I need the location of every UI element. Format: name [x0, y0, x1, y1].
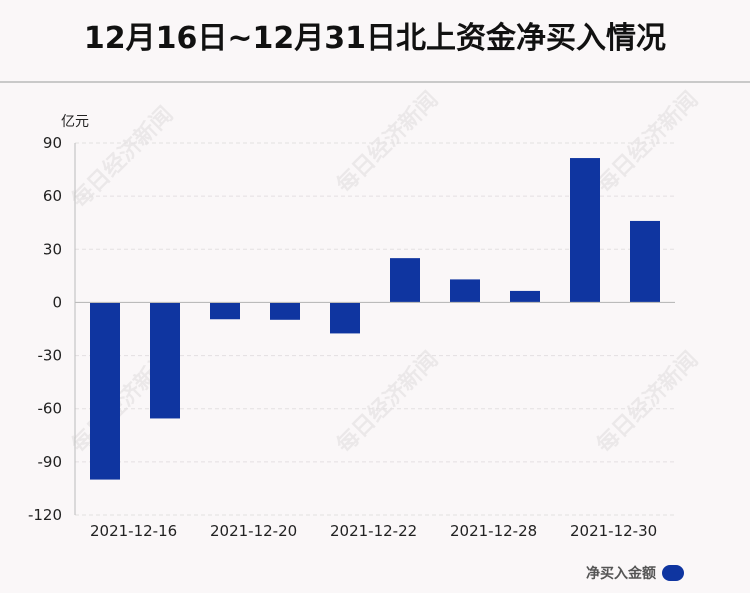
bar: [510, 290, 540, 303]
x-tick-label: 2021-12-28: [450, 522, 537, 540]
x-tick-label: 2021-12-22: [330, 522, 417, 540]
x-tick-label: 2021-12-20: [210, 522, 297, 540]
x-tick-label: 2021-12-16: [90, 522, 177, 540]
bar: [630, 220, 660, 303]
x-tick-label: 2021-12-30: [570, 522, 657, 540]
y-tick-label: 60: [43, 187, 62, 205]
title-divider: [0, 81, 750, 83]
legend-swatch: [662, 565, 684, 581]
bar: [570, 158, 600, 303]
bar: [150, 302, 180, 419]
y-tick-label: 30: [43, 240, 62, 258]
bar: [90, 302, 120, 480]
bar: [270, 302, 300, 320]
bar: [450, 279, 480, 303]
bar: [210, 302, 240, 320]
legend-label: 净买入金额: [586, 566, 656, 582]
bar: [390, 258, 420, 303]
chart-title: 12月16日~12月31日北上资金净买入情况: [83, 21, 667, 56]
y-axis-unit: 亿元: [61, 114, 89, 130]
y-tick-label: -120: [28, 506, 62, 524]
y-tick-label: 90: [43, 134, 62, 152]
y-tick-label: -30: [38, 347, 63, 365]
y-tick-label: 0: [52, 293, 62, 311]
bar: [330, 302, 360, 334]
y-tick-label: -90: [38, 453, 63, 471]
y-tick-label: -60: [38, 400, 63, 418]
legend: 净买入金额: [586, 563, 684, 583]
